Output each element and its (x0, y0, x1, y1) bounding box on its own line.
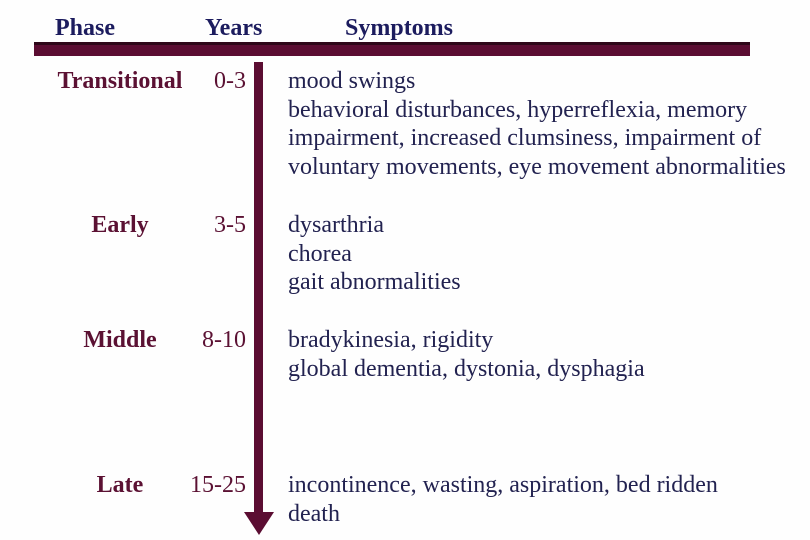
timeline-arrow-shaft (254, 62, 263, 512)
symptoms-text: dysarthria chorea gait abnormalities (288, 212, 461, 295)
phase-label: Transitional (57, 68, 183, 94)
symptoms-text: incontinence, wasting, aspiration, bed r… (288, 472, 718, 527)
phase-label: Middle (83, 327, 157, 353)
column-header-phase: Phase (55, 15, 115, 41)
symptoms-text: mood swings behavioral disturbances, hyp… (288, 68, 786, 180)
header-divider-bar (34, 42, 750, 56)
arrow-down-icon (244, 512, 274, 535)
phase-label: Early (91, 212, 149, 238)
column-header-symptoms: Symptoms (345, 15, 454, 41)
years-value: 15-25 (190, 472, 246, 498)
symptoms-text: bradykinesia, rigidity global dementia, … (288, 327, 645, 382)
phase-label: Late (96, 472, 144, 498)
years-value: 8-10 (202, 327, 246, 353)
years-value: 3-5 (214, 212, 246, 238)
column-header-years: Years (205, 15, 263, 41)
years-value: 0-3 (214, 68, 246, 94)
